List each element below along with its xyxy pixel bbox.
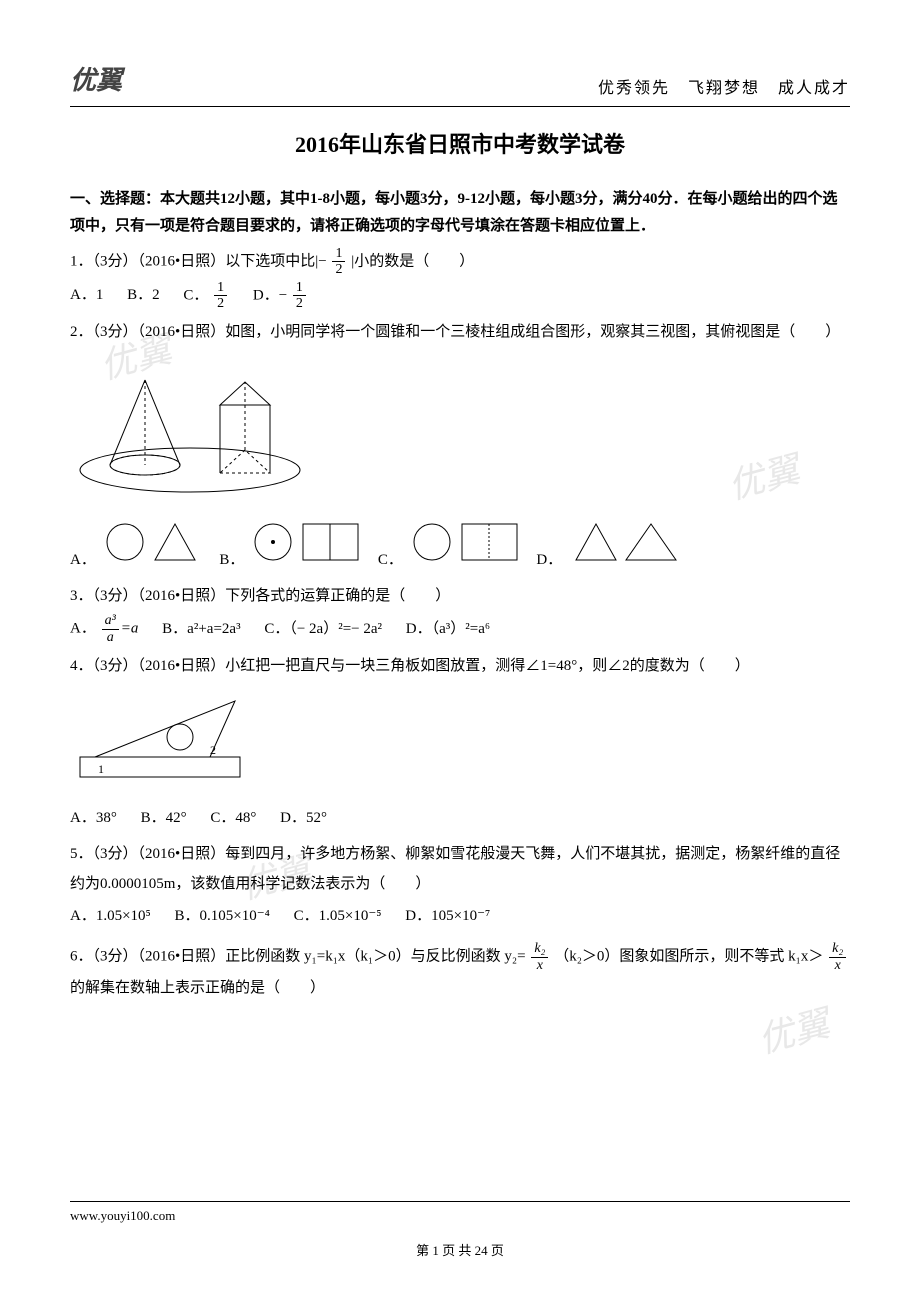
q2-optA: A． [70,514,210,575]
q4-optB: B．42° [141,803,187,833]
question-2: 2．（3分）（2016•日照）如图，小明同学将一个圆锥和一个三棱柱组成组合图形，… [70,317,850,575]
header: 优翼 优秀领先 飞翔梦想 成人成才 [70,60,850,107]
q6-mid1: （k₂＞0）图象如图所示，则不等式 k₁x＞ [554,948,823,964]
ruler-triangle-figure: 1 2 [70,689,250,784]
q2-optC: C． [378,514,527,575]
logo: 优翼 [70,60,122,102]
q4-figure: 1 2 [70,689,850,795]
q4-optD: D．52° [280,803,327,833]
option-d-figure [566,514,686,564]
q2-options: A． B． C． D． [70,514,850,575]
q6-pre: 6．（3分）（2016•日照）正比例函数 y₁=k₁x（k₁＞0）与反比例函数 … [70,948,526,964]
q3-optA: A． a³ a =a [70,613,138,645]
q2-main-figure [70,355,850,506]
q1-suffix: |小的数是（ ） [351,253,474,269]
page-number: 第 1 页 共 24 页 [70,1241,850,1262]
q5-optB: B．0.105×10⁻⁴ [175,901,270,931]
cone-prism-figure [70,355,320,495]
q4-options: A．38° B．42° C．48° D．52° [70,803,850,833]
q1-optD: D．− 12 [253,280,308,312]
q5-text: 5．（3分）（2016•日照）每到四月，许多地方杨絮、柳絮如雪花般漫天飞舞，人们… [70,839,850,899]
question-5: 5．（3分）（2016•日照）每到四月，许多地方杨絮、柳絮如雪花般漫天飞舞，人们… [70,839,850,931]
q4-text: 4．（3分）（2016•日照）小红把一把直尺与一块三角板如图放置，测得∠1=48… [70,651,850,681]
fraction: 1 2 [332,246,345,278]
svg-text:2: 2 [210,743,216,757]
option-c-figure [407,514,527,564]
svg-text:1: 1 [98,762,104,776]
footer-url: www.youyi100.com [70,1201,850,1227]
q2-optD: D． [536,514,686,575]
q1-options: A．1 B．2 C． 12 D．− 12 [70,280,850,312]
q3-optD: D．（a³）²=a⁶ [406,614,490,644]
q5-options: A．1.05×10⁵ B．0.105×10⁻⁴ C．1.05×10⁻⁵ D．10… [70,901,850,931]
option-b-figure [248,514,368,564]
q2-text: 2．（3分）（2016•日照）如图，小明同学将一个圆锥和一个三棱柱组成组合图形，… [70,317,850,347]
q1-optB: B．2 [127,280,160,310]
question-3: 3．（3分）（2016•日照）下列各式的运算正确的是（ ） A． a³ a =a… [70,581,850,645]
q5-optA: A．1.05×10⁵ [70,901,151,931]
question-6: 6．（3分）（2016•日照）正比例函数 y₁=k₁x（k₁＞0）与反比例函数 … [70,941,850,1003]
question-1: 1．（3分）（2016•日照）以下选项中比|− 1 2 |小的数是（ ） A．1… [70,246,850,312]
exam-title: 2016年山东省日照市中考数学试卷 [70,127,850,162]
header-slogan: 优秀领先 飞翔梦想 成人成才 [598,76,850,102]
footer: www.youyi100.com 第 1 页 共 24 页 [70,1201,850,1262]
q5-optD: D．105×10⁻⁷ [405,901,490,931]
q6-mid2: 的解集在数轴上表示正确的是（ ） [70,980,325,996]
q3-options: A． a³ a =a B．a²+a=2a³ C．（− 2a）²=− 2a² D．… [70,613,850,645]
q4-optC: C．48° [210,803,256,833]
q4-optA: A．38° [70,803,117,833]
q3-optC: C．（− 2a）²=− 2a² [264,614,382,644]
watermark: 优翼 [752,996,836,1070]
q5-optC: C．1.05×10⁻⁵ [294,901,382,931]
q1-prefix: 1．（3分）（2016•日照）以下选项中比|− [70,253,327,269]
q2-optB: B． [219,514,368,575]
option-a-figure [100,514,210,564]
q1-optA: A．1 [70,280,103,310]
section-intro: 一、选择题：本大题共12小题，其中1-8小题，每小题3分，9-12小题，每小题3… [70,186,850,240]
q3-text: 3．（3分）（2016•日照）下列各式的运算正确的是（ ） [70,581,850,611]
q3-optB: B．a²+a=2a³ [162,614,240,644]
question-4: 4．（3分）（2016•日照）小红把一把直尺与一块三角板如图放置，测得∠1=48… [70,651,850,833]
q1-optC: C． 12 [183,280,229,312]
